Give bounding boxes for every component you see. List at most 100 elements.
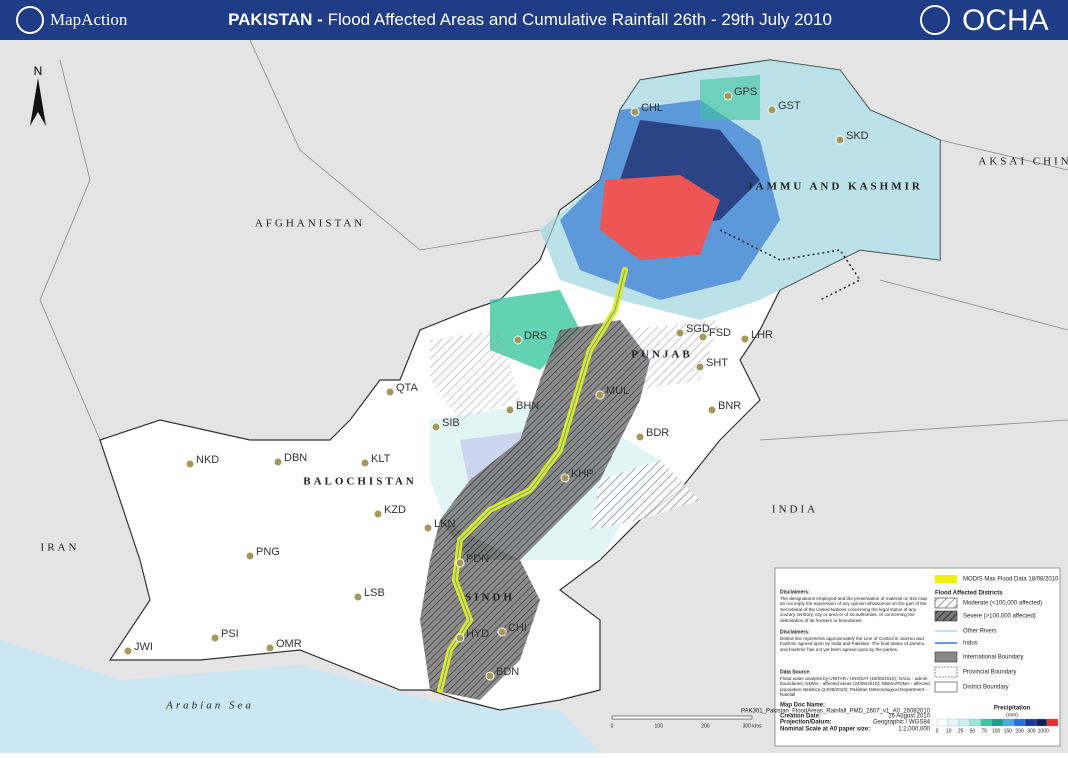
precip-swatch [969,718,982,727]
info-value: Geographic / WGS84 [873,720,931,726]
precip-swatch [1046,718,1059,727]
region-label: BALOCHISTAN [303,476,416,488]
station-label: GST [778,100,801,112]
station-label: BHN [516,400,539,412]
station-label: KLT [371,453,391,465]
station-label: MUL [606,385,629,397]
region-label: AFGHANISTAN [255,218,365,230]
station-label: KZD [384,504,406,516]
station-marker [835,135,845,145]
precip-label: 25 [958,728,964,734]
precip-swatch [1035,718,1048,727]
station-marker [698,332,708,342]
disclaimer-text: The designations employed and the presen… [780,596,928,623]
station-label: SIB [442,417,460,429]
precip-label: 10 [946,728,952,734]
station-marker [273,457,283,467]
sea [0,640,600,753]
precip-label: 1000 [1038,728,1049,734]
station-label: FSD [709,327,731,339]
region-label: IRAN [41,542,80,554]
station-label: LKN [434,518,455,530]
region-label: SINDH [465,592,515,604]
mapaction-logo [16,6,44,34]
precip-unit: (mm) [1006,712,1018,718]
legend-swatch [934,651,958,663]
station-label: OMR [276,638,302,650]
legend-box [774,567,1061,747]
info-value: PAK301_Pakistan_FloodAreas_Rainfall_PMD_… [741,709,931,715]
station-marker [185,459,195,469]
precip-swatch [1002,718,1015,727]
precip-swatch [1024,718,1037,727]
station-label: PDN [466,553,489,565]
station-marker [385,387,395,397]
station-label: LSB [364,587,385,599]
neighbour-boundaries [39,39,1068,441]
title: PAKISTAN - Flood Affected Areas and Cumu… [228,10,832,29]
legend-text: MODIS Max Flood Data 18/08/2010 [963,577,1059,583]
station-marker [513,335,523,345]
disclaimer-title: Disclaimers: [780,629,810,635]
region-label: JAMMU AND KASHMIR [747,181,923,193]
north-arrow [30,78,46,126]
station-label: JWI [134,641,153,653]
station-label: QTA [396,382,418,394]
info-label: Map Doc Name: [780,703,825,709]
legend: MODIS Max Flood Data 18/08/2010 Flood Aff… [741,567,1061,747]
legend-text: Provincial Boundary [963,670,1016,676]
header-bar [0,0,1068,40]
station-label: GPS [734,86,757,98]
info-value: 26 August 2010 [888,714,930,720]
station-marker [360,458,370,468]
precip-title: Precipitation [994,706,1031,712]
scale-label: 100 [655,723,664,729]
north-label: N [34,64,43,78]
info-value: 1:2,000,000 [898,727,930,733]
legend-swatch [934,597,958,609]
indus-river [439,269,626,691]
station-marker [123,646,133,656]
station-marker [740,334,750,344]
precip-swatch [980,718,993,727]
station-marker [485,671,495,681]
modis-swatch [935,575,957,583]
station-marker [353,592,363,602]
station-marker [497,627,507,637]
legend-swatch [934,681,958,693]
precip-label: 300 [1027,728,1036,734]
precip-label: 150 [1004,728,1013,734]
precip-label: 200 [1015,728,1024,734]
precip-swatch [936,718,949,727]
station-label: SKD [846,130,869,142]
partner-name: OCHA [962,4,1049,37]
disclaimer-box: The designations employed and the presen… [780,596,928,623]
legend-title: Flood Affected Districts [935,591,1003,597]
station-label: NKD [196,454,219,466]
station-marker [675,328,685,338]
station-marker [595,390,605,400]
station-label: HYD [466,628,489,640]
disclaimer-text: Flood water analysis by UNITAR / UNOSAT … [780,676,930,698]
station-marker [723,91,733,101]
station-marker [560,473,570,483]
scale-bar [611,715,753,720]
station-marker [695,362,705,372]
precip-label: 0 [936,728,939,734]
region-label: INDIA [772,504,818,516]
station-marker [431,422,441,432]
station-marker [373,509,383,519]
legend-swatch [934,666,958,678]
station-label: BDN [496,666,519,678]
info-label: Projection/Datum: [780,720,832,726]
disclaimer-text: Dotted line represents approximately the… [780,636,925,652]
precip-swatch [958,718,971,727]
station-label: DBN [284,452,307,464]
legend-text: Severe (>100,000 affected) [963,614,1036,620]
disclaimer-title: Data Source: [780,669,811,675]
station-label: CHI [508,622,527,634]
station-marker [767,105,777,115]
info-label: Nominal Scale at A0 paper size: [780,727,870,733]
station-marker [707,405,717,415]
